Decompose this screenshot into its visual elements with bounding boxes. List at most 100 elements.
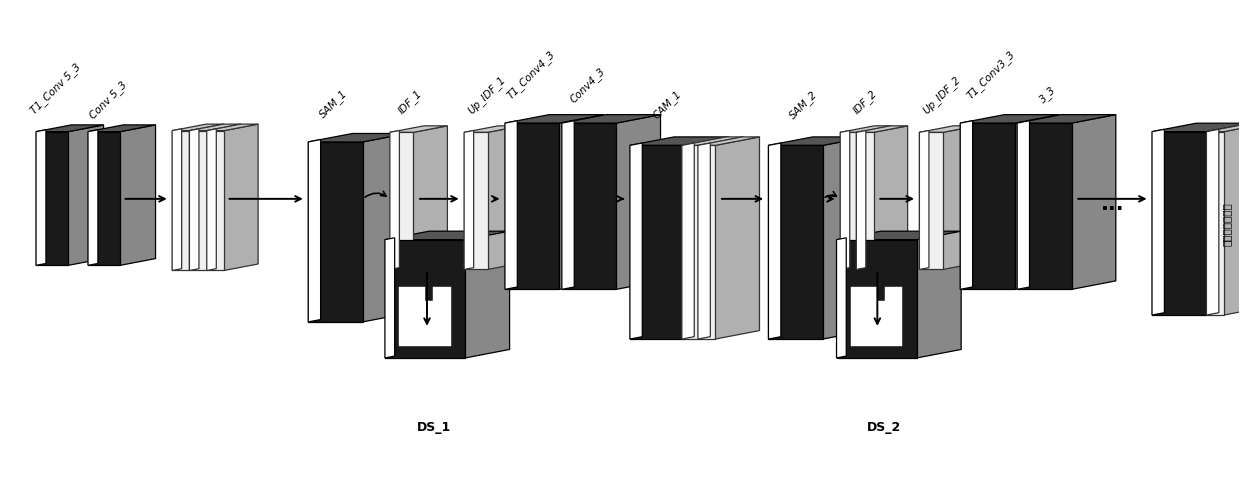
Polygon shape — [1152, 132, 1207, 315]
Polygon shape — [362, 134, 407, 322]
Polygon shape — [630, 143, 642, 339]
Text: 3_3: 3_3 — [1038, 84, 1059, 105]
Polygon shape — [823, 137, 867, 339]
Polygon shape — [916, 231, 961, 358]
Polygon shape — [837, 240, 916, 358]
Text: ...: ... — [1101, 194, 1125, 213]
Polygon shape — [487, 126, 522, 270]
Polygon shape — [1207, 129, 1219, 315]
Polygon shape — [190, 131, 207, 271]
Polygon shape — [960, 123, 1014, 289]
Polygon shape — [1014, 114, 1059, 289]
Polygon shape — [464, 131, 474, 270]
Polygon shape — [207, 131, 224, 271]
Polygon shape — [1152, 123, 1240, 132]
Polygon shape — [464, 132, 487, 270]
Polygon shape — [1017, 123, 1071, 289]
Polygon shape — [1207, 123, 1240, 315]
Polygon shape — [960, 121, 972, 289]
Polygon shape — [682, 143, 694, 339]
Polygon shape — [851, 287, 903, 346]
Polygon shape — [960, 114, 1059, 123]
Polygon shape — [88, 130, 98, 265]
Polygon shape — [562, 121, 574, 289]
Polygon shape — [919, 132, 942, 270]
Polygon shape — [172, 131, 190, 271]
Polygon shape — [190, 129, 198, 271]
Polygon shape — [715, 137, 759, 339]
Polygon shape — [389, 131, 399, 270]
Polygon shape — [36, 125, 104, 132]
Polygon shape — [224, 124, 258, 271]
Polygon shape — [505, 121, 517, 289]
Text: IDF_2: IDF_2 — [851, 88, 879, 116]
Polygon shape — [384, 238, 394, 358]
Polygon shape — [841, 132, 858, 270]
Polygon shape — [616, 114, 661, 289]
Polygon shape — [1071, 114, 1116, 289]
Text: Conv4_3: Conv4_3 — [568, 66, 608, 105]
Polygon shape — [88, 125, 155, 132]
Text: T1_Conv4_3: T1_Conv4_3 — [505, 49, 557, 102]
Text: CAM_1: CAM_1 — [651, 89, 683, 121]
Polygon shape — [841, 126, 892, 132]
Polygon shape — [172, 129, 181, 271]
Polygon shape — [1224, 123, 1240, 315]
Polygon shape — [684, 137, 729, 339]
Polygon shape — [120, 125, 155, 265]
Polygon shape — [841, 131, 849, 270]
Polygon shape — [682, 137, 744, 145]
Text: Up_IDF_1: Up_IDF_1 — [465, 74, 507, 116]
Polygon shape — [698, 137, 759, 145]
Text: DS_2: DS_2 — [867, 422, 900, 434]
Polygon shape — [309, 142, 362, 322]
Polygon shape — [464, 126, 522, 132]
Polygon shape — [309, 134, 407, 142]
Text: DS_1: DS_1 — [418, 422, 451, 434]
Polygon shape — [919, 126, 977, 132]
Polygon shape — [559, 114, 604, 289]
Polygon shape — [389, 126, 448, 132]
Text: IDF_1: IDF_1 — [396, 88, 424, 116]
Polygon shape — [857, 132, 874, 270]
Polygon shape — [837, 231, 961, 240]
Polygon shape — [309, 140, 321, 322]
Text: T1_Conv3_3: T1_Conv3_3 — [965, 49, 1017, 102]
Polygon shape — [1207, 132, 1224, 315]
Polygon shape — [682, 145, 699, 339]
Polygon shape — [698, 145, 715, 339]
Polygon shape — [942, 126, 977, 270]
Polygon shape — [88, 132, 120, 265]
Polygon shape — [857, 126, 908, 132]
Polygon shape — [919, 131, 929, 270]
Polygon shape — [769, 143, 781, 339]
Polygon shape — [389, 132, 413, 270]
Polygon shape — [207, 124, 258, 131]
Polygon shape — [858, 126, 892, 270]
Polygon shape — [874, 126, 908, 270]
Text: SAM_2: SAM_2 — [787, 89, 820, 121]
Polygon shape — [207, 129, 216, 271]
Polygon shape — [190, 124, 223, 271]
Polygon shape — [699, 137, 744, 339]
Polygon shape — [505, 114, 604, 123]
Polygon shape — [1017, 114, 1116, 123]
Polygon shape — [562, 123, 616, 289]
Polygon shape — [36, 130, 46, 265]
Text: 变化检测结果图: 变化检测结果图 — [1221, 202, 1231, 246]
Text: Up_IDF_2: Up_IDF_2 — [921, 74, 962, 116]
Polygon shape — [68, 125, 104, 265]
Polygon shape — [413, 126, 448, 270]
Polygon shape — [769, 137, 867, 145]
Polygon shape — [172, 124, 223, 131]
Polygon shape — [1207, 123, 1240, 132]
Polygon shape — [837, 238, 846, 358]
Polygon shape — [207, 124, 241, 271]
Polygon shape — [630, 145, 684, 339]
Polygon shape — [562, 114, 661, 123]
Polygon shape — [384, 240, 465, 358]
Text: Conv 5_3: Conv 5_3 — [87, 80, 129, 121]
Polygon shape — [384, 231, 510, 240]
Polygon shape — [465, 231, 510, 358]
Polygon shape — [505, 123, 559, 289]
